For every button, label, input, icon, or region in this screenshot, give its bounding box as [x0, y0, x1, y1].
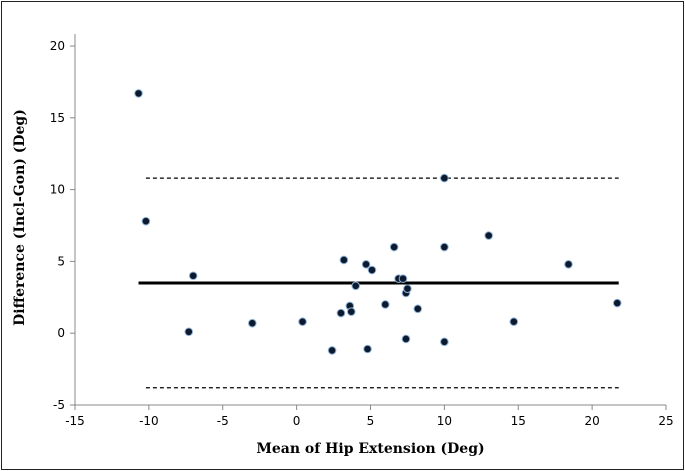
data-point: [134, 89, 143, 98]
data-point: [440, 242, 449, 252]
x-tick-label: -5: [217, 414, 229, 428]
y-tick-label: 5: [57, 254, 65, 268]
x-tick-label: 0: [293, 414, 301, 428]
x-tick-label: -10: [139, 414, 159, 428]
data-point: [361, 259, 371, 269]
data-point: [351, 281, 361, 291]
data-point: [509, 317, 519, 327]
y-tick-label: 20: [50, 39, 65, 53]
data-point: [401, 334, 411, 344]
data-point: [367, 265, 377, 275]
data-point: [612, 298, 622, 308]
data-point: [327, 346, 337, 355]
y-axis-title: Difference (Incl-Gon) (Deg): [12, 109, 28, 326]
data-point: [440, 173, 449, 183]
data-point: [184, 327, 194, 337]
data-point: [380, 300, 390, 309]
data-point: [141, 216, 151, 226]
data-point: [484, 231, 494, 240]
data-point: [389, 242, 399, 252]
x-tick-label: 5: [367, 414, 375, 428]
data-point: [298, 317, 307, 327]
data-point: [248, 318, 257, 328]
x-axis-title: Mean of Hip Extension (Deg): [256, 441, 484, 457]
data-point: [363, 344, 372, 354]
x-tick-label: -15: [65, 414, 85, 428]
reference-lines: [138, 177, 619, 389]
data-point: [440, 337, 449, 347]
x-tick-label: 25: [658, 414, 673, 428]
data-point: [413, 304, 423, 314]
data-point: [564, 259, 573, 269]
data-point: [336, 308, 346, 318]
data-point: [398, 274, 408, 283]
y-tick-label: -5: [53, 398, 65, 412]
data-point: [339, 255, 349, 265]
x-tick-label: 15: [511, 414, 526, 428]
y-tick-label: 0: [57, 326, 65, 340]
axes: -15 -10 -5 0 5 10 15 20 25 -5 0 5 10 15 20: [50, 34, 674, 428]
data-point: [403, 284, 412, 293]
x-tick-label: 10: [437, 414, 452, 428]
data-point: [188, 271, 198, 281]
x-tick-label: 20: [584, 414, 599, 428]
data-point: [346, 307, 356, 316]
y-tick-label: 15: [50, 111, 65, 125]
data-points: [134, 89, 622, 355]
y-tick-label: 10: [50, 183, 65, 197]
